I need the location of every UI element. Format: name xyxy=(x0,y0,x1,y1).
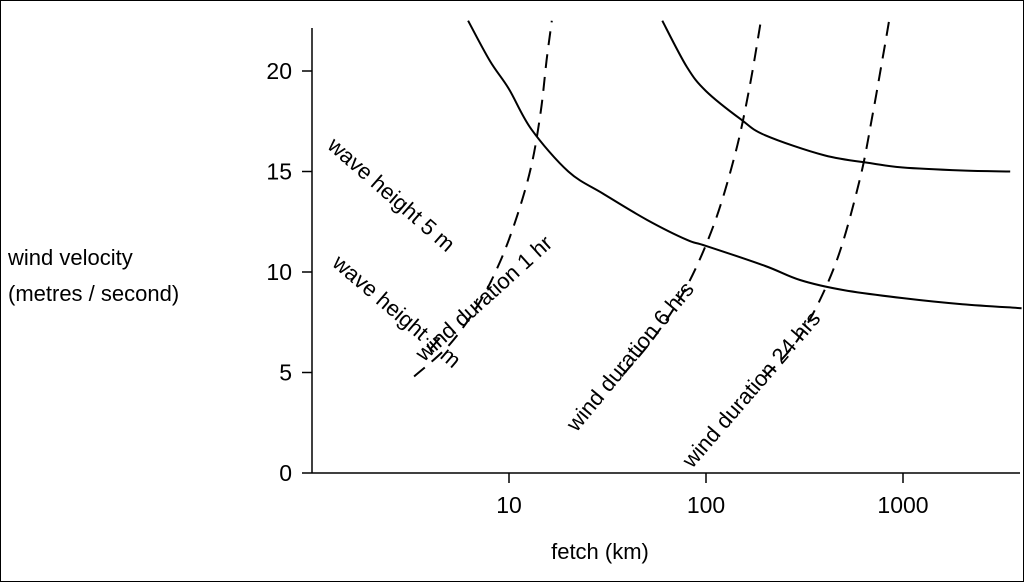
y-tick-label: 10 xyxy=(266,259,292,285)
y-axis-title-line1: wind velocity xyxy=(7,245,133,270)
x-axis-title: fetch (km) xyxy=(551,539,649,564)
y-tick-label: 5 xyxy=(279,360,292,386)
y-tick-label: 0 xyxy=(279,460,292,486)
axes xyxy=(311,28,1020,474)
x-tick-label: 1000 xyxy=(877,492,928,518)
series-wave-height-1-m xyxy=(467,20,1022,310)
y-tick-label: 15 xyxy=(266,159,292,185)
y-tick-label: 20 xyxy=(266,58,292,84)
y-ticks: 0 5 10 15 20 xyxy=(266,58,312,486)
y-axis-title-line2: (metres / second) xyxy=(8,281,179,306)
series-wind-duration-24-hrs xyxy=(764,20,891,378)
series-layer xyxy=(413,20,1022,378)
x-ticks: 10 100 1000 xyxy=(496,473,929,518)
label-wind-duration-24-hrs: wind duration 24 hrs xyxy=(676,306,825,473)
label-wind-duration-1-hr: wind duration 1 hr xyxy=(410,230,557,366)
series-wind-duration-6-hrs xyxy=(622,20,762,376)
label-wave-height-1-m: wave height 1 m xyxy=(327,249,466,373)
label-wind-duration-6-hrs: wind duration 6 hrs xyxy=(560,277,698,437)
label-wave-height-5-m: wave height 5 m xyxy=(322,132,460,257)
series-wind-duration-1-hr xyxy=(413,20,553,378)
series-wave-height-5-m xyxy=(661,20,1011,173)
x-tick-label: 100 xyxy=(687,492,725,518)
x-tick-label: 10 xyxy=(496,492,522,518)
